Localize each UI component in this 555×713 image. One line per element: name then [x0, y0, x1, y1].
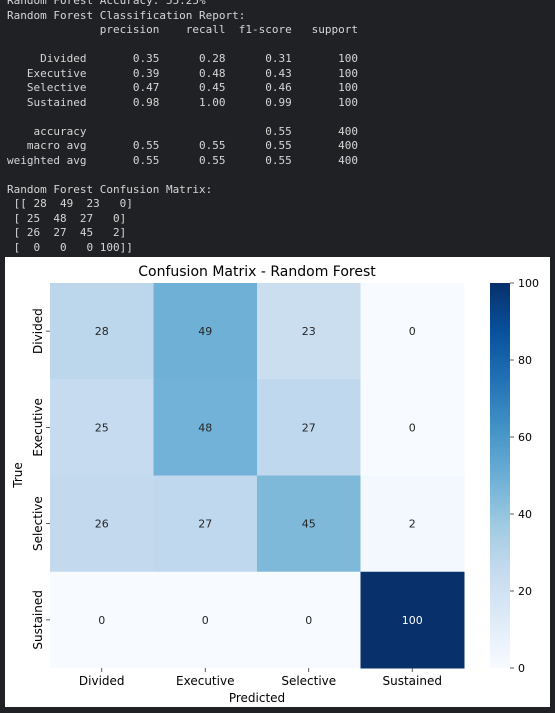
colorbar-tick-label: 40	[518, 508, 532, 521]
heatmap-cell	[153, 571, 258, 669]
colorbar-tick-label: 0	[518, 662, 525, 675]
console-line: [ 0 0 0 100]]	[7, 240, 133, 254]
x-axis-label: Predicted	[229, 691, 285, 705]
cell-value-label: 27	[302, 421, 316, 434]
console-line: Divided 0.35 0.28 0.31 100	[7, 52, 358, 65]
x-tick-label: Sustained	[383, 674, 442, 688]
x-tick-label: Divided	[79, 674, 125, 688]
colorbar-ticks: 0 20 40 60 80 100	[510, 277, 539, 675]
cell-value-label: 0	[305, 614, 312, 627]
console-line: Random Forest Classification Report:	[7, 8, 246, 22]
console-line	[7, 110, 555, 125]
cell-value-label: 0	[409, 325, 416, 338]
heatmap-cell	[153, 283, 258, 380]
cell-value-label: 0	[98, 614, 105, 627]
console-line: accuracy 0.55 400	[7, 124, 358, 138]
heatmap-cell-labels: 28 49 23 0 25 48 27 0 26 27 45 2 0 0 0 100	[95, 325, 423, 627]
colorbar-tick-label: 20	[518, 585, 532, 598]
console-line: Selective 0.47 0.45 0.46 100	[7, 81, 358, 94]
heatmap-cell	[257, 571, 361, 669]
y-tick-label: Sustained	[31, 590, 45, 649]
cell-value-label: 0	[202, 614, 209, 627]
heatmap-cells	[50, 283, 465, 669]
heatmap-cell	[50, 379, 154, 476]
cell-value-label: 26	[95, 518, 109, 531]
y-axis-ticks: Divided Executive Selective Sustained	[31, 308, 50, 650]
y-tick-label: Divided	[31, 308, 45, 354]
console-line: Executive 0.39 0.48 0.43 100	[7, 66, 358, 80]
cell-value-label: 48	[198, 421, 212, 434]
x-tick-label: Selective	[281, 674, 336, 688]
confusion-matrix-figure: Confusion Matrix - Random Forest 28 49 23 0…	[5, 257, 550, 707]
heatmap-cell	[153, 379, 258, 476]
confusion-matrix-chart: Confusion Matrix - Random Forest 28 49 23 0…	[11, 264, 539, 705]
cell-value-label: 25	[95, 421, 109, 434]
console-line: macro avg 0.55 0.55 0.55 400	[7, 139, 358, 152]
console-line: Random Forest Accuracy: 55.25%	[7, 0, 206, 7]
console-line: Random Forest Confusion Matrix:	[7, 182, 213, 196]
colorbar	[490, 283, 510, 668]
console-output: Random Forest Accuracy: 55.25% Random For…	[0, 0, 555, 256]
cell-value-label: 0	[409, 421, 416, 434]
y-axis-label: True	[11, 462, 25, 489]
x-axis-ticks: Divided Executive Selective Sustained	[79, 668, 442, 688]
colorbar-tick-label: 80	[518, 354, 532, 367]
x-tick-label: Executive	[176, 674, 234, 688]
console-line: [[ 28 49 23 0]	[7, 197, 133, 210]
heatmap-cell	[50, 571, 154, 669]
heatmap-cell	[50, 283, 154, 380]
cell-value-label: 27	[198, 518, 212, 531]
heatmap-cell	[257, 379, 361, 476]
cell-value-label: 23	[302, 325, 316, 338]
colorbar-tick-label: 60	[518, 431, 532, 444]
heatmap-cell	[257, 283, 361, 380]
console-line: Sustained 0.98 1.00 0.99 100	[7, 95, 358, 109]
heatmap-cell	[257, 475, 361, 573]
y-tick-label: Selective	[31, 496, 45, 551]
cell-value-label: 49	[198, 325, 212, 338]
console-line: weighted avg 0.55 0.55 0.55 400	[7, 153, 358, 167]
console-line: [ 26 27 45 2]	[7, 226, 127, 239]
console-line: [ 25 48 27 0]	[7, 211, 127, 225]
heatmap-cell	[153, 475, 258, 573]
console-line	[7, 38, 555, 53]
y-tick-label: Executive	[31, 398, 45, 456]
cell-value-label: 28	[95, 325, 109, 338]
colorbar-tick-label: 100	[518, 277, 539, 290]
console-line	[7, 168, 555, 183]
cell-value-label: 2	[409, 518, 416, 531]
cell-value-label: 100	[402, 614, 423, 627]
heatmap-cell	[50, 475, 154, 573]
heatmap-cell	[360, 379, 465, 476]
cell-value-label: 45	[302, 518, 316, 531]
heatmap-cell	[360, 475, 465, 573]
console-line: precision recall f1-score support	[7, 23, 358, 36]
chart-title: Confusion Matrix - Random Forest	[138, 264, 376, 280]
heatmap-cell	[360, 571, 465, 669]
heatmap-cell	[360, 283, 465, 380]
